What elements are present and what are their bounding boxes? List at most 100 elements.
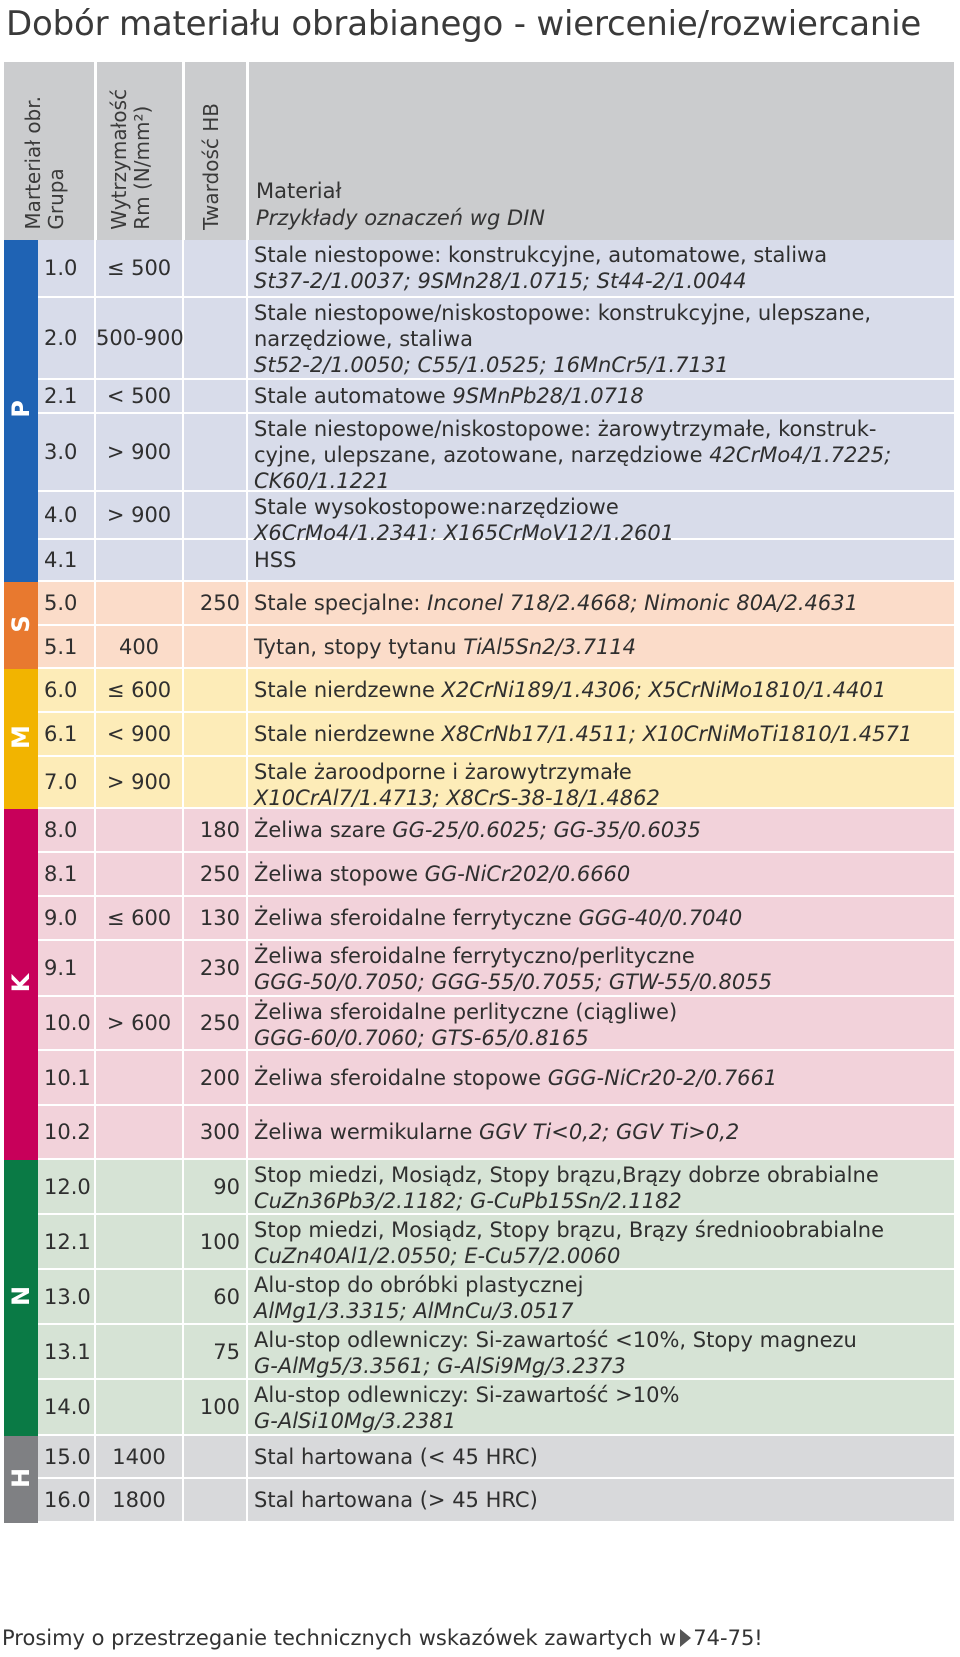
cell-group: 9.1 — [38, 941, 94, 995]
cell-hardness — [184, 380, 246, 412]
group-letter: K — [7, 973, 35, 992]
material-line: Stale automatowe 9SMnPb28/1.0718 — [254, 384, 644, 408]
material-line: Żeliwa szare GG-25/0.6025; GG-35/0.6035 — [254, 818, 701, 842]
group-number: 15.0 — [44, 1444, 91, 1469]
material-line: Alu-stop odlewniczy: Si-zawartość >10% — [254, 1383, 680, 1407]
group-letter: P — [7, 400, 35, 418]
cell-hardness: 75 — [184, 1325, 246, 1378]
material-description: Alu-stop do obróbki plastycznej AlMg1/3.3… — [254, 1272, 583, 1324]
cell-material: Stale automatowe 9SMnPb28/1.0718 — [248, 380, 954, 412]
strength-value: > 900 — [106, 440, 172, 464]
hardness-value: 60 — [213, 1284, 240, 1309]
material-line: St37-2/1.0037; 9SMn28/1.0715; St44-2/1.0… — [254, 269, 747, 293]
cell-material: Stop miedzi, Mosiądz, Stopy brązu, Brązy… — [248, 1215, 954, 1268]
group-number: 16.0 — [44, 1488, 91, 1512]
material-line: cyjne, ulepszane, azotowane, narzędziowe… — [254, 443, 892, 467]
cell-strength — [96, 853, 182, 895]
table-row: 16.0 1800 Stal hartowana (> 45 HRC) — [38, 1479, 954, 1521]
cell-strength: 1400 — [96, 1436, 182, 1477]
group-letter-band: S — [4, 582, 38, 669]
material-line: GGG-50/0.7050; GGG-55/0.7055; GTW-55/0.8… — [254, 970, 772, 994]
material-line: X10CrAl7/1.4713; X8CrS-38-18/1.4862 — [254, 786, 660, 810]
cell-material: HSS — [248, 540, 954, 580]
strength-value: 1400 — [112, 1444, 166, 1469]
cell-group: 10.1 — [38, 1051, 94, 1104]
cell-hardness — [184, 1479, 246, 1521]
group-number: 2.1 — [44, 384, 78, 408]
material-group-s: S 5.0 250 Stale specjalne: Inconel 718/2.46… — [4, 582, 954, 669]
group-number: 3.0 — [44, 440, 78, 464]
group-number: 14.0 — [44, 1395, 91, 1419]
material-line: Żeliwa sferoidalne ferrytyczno/perlitycz… — [254, 944, 695, 968]
table-row: 14.0 100 Alu-stop odlewniczy: Si-zawartość… — [38, 1380, 954, 1434]
material-line: St52-2/1.0050; C55/1.0525; 16MnCr5/1.713… — [254, 353, 729, 377]
material-line: CK60/1.1221 — [254, 469, 390, 493]
cell-hardness: 250 — [184, 582, 246, 624]
cell-strength: 1800 — [96, 1479, 182, 1521]
cell-hardness — [184, 713, 246, 755]
table-row: 2.1 < 500 Stale automatowe 9SMnPb28/1.0718 — [38, 380, 954, 412]
material-line: Stop miedzi, Mosiądz, Stopy brązu, Brązy… — [254, 1218, 885, 1242]
material-line: Alu-stop odlewniczy: Si-zawartość <10%, … — [254, 1328, 857, 1352]
group-letter: M — [7, 725, 35, 749]
strength-value: 500-900 — [96, 326, 184, 350]
material-description: Tytan, stopy tytanu TiAl5Sn2/3.7114 — [254, 634, 636, 660]
strength-value: ≤ 600 — [106, 906, 172, 930]
cell-group: 3.0 — [38, 414, 94, 490]
material-line: CuZn40Al1/2.0550; E-Cu57/2.0060 — [254, 1244, 621, 1268]
group-letter-band: H — [4, 1436, 38, 1523]
hardness-value: 230 — [199, 956, 240, 980]
cell-material: Alu-stop do obróbki plastycznej AlMg1/3.3… — [248, 1270, 954, 1323]
material-line: Alu-stop do obróbki plastycznej — [254, 1273, 584, 1297]
material-description: Żeliwa sferoidalne perlityczne (ciągliwe… — [254, 999, 677, 1051]
hardness-value: 300 — [199, 1120, 240, 1144]
material-line: Stale wysokostopowe:narzędziowe — [254, 495, 619, 519]
table-header: Marteriał obr. Grupa Wytrzymałość Rm (N/… — [4, 62, 954, 240]
page-title: Dobór materiału obrabianego - wiercenie/… — [6, 4, 922, 44]
hardness-value: 250 — [199, 1011, 240, 1035]
material-line: G-AlSi10Mg/3.2381 — [254, 1409, 456, 1433]
cell-hardness: 100 — [184, 1215, 246, 1268]
cell-group: 8.1 — [38, 853, 94, 895]
cell-strength: ≤ 600 — [96, 897, 182, 939]
material-line: GGG-60/0.7060; GTS-65/0.8165 — [254, 1026, 589, 1050]
cell-hardness — [184, 757, 246, 807]
cell-material: Stale niestopowe: konstrukcyjne, automat… — [248, 240, 954, 296]
table-row: 10.0 > 600 250 Żeliwa sferoidalne perlitycz… — [38, 997, 954, 1051]
material-line: CuZn36Pb3/2.1182; G-CuPb15Sn/2.1182 — [254, 1189, 682, 1213]
table-row: 6.1 < 900 Stale nierdzewne X8CrNb17/1.4511… — [38, 713, 954, 755]
material-description: Stale niestopowe/niskostopowe: żarowytrz… — [254, 416, 891, 494]
material-line: Stal hartowana (< 45 HRC) — [254, 1444, 538, 1469]
material-line: Stal hartowana (> 45 HRC) — [254, 1488, 538, 1512]
cell-group: 6.0 — [38, 669, 94, 711]
cell-material: Żeliwa sferoidalne ferrytyczno/perlitycz… — [248, 941, 954, 995]
group-letter-band: K — [4, 809, 38, 1160]
material-description: Stal hartowana (> 45 HRC) — [254, 1487, 538, 1513]
cell-hardness: 230 — [184, 941, 246, 995]
cell-material: Żeliwa sferoidalne stopowe GGG-NiCr20-2/… — [248, 1051, 954, 1104]
material-line: Żeliwa wermikularne GGV Ti<0,2; GGV Ti>0… — [254, 1120, 740, 1144]
material-line: Żeliwa sferoidalne stopowe GGG-NiCr20-2/… — [254, 1065, 778, 1090]
cell-group: 12.1 — [38, 1215, 94, 1268]
cell-material: Stale nierdzewne X2CrNi189/1.4306; X5CrN… — [248, 669, 954, 711]
table-row: 6.0 ≤ 600 Stale nierdzewne X2CrNi189/1.430… — [38, 669, 954, 711]
cell-group: 2.1 — [38, 380, 94, 412]
material-group-h: H 15.0 1400 Stal hartowana (< 45 HRC) 16.0 18… — [4, 1436, 954, 1523]
material-description: Żeliwa sferoidalne stopowe GGG-NiCr20-2/… — [254, 1065, 777, 1091]
cell-material: Żeliwa sferoidalne perlityczne (ciągliwe… — [248, 997, 954, 1051]
material-line: Żeliwa stopowe GG-NiCr202/0.6660 — [254, 862, 631, 886]
header-hardness: Twardość HB — [199, 103, 223, 230]
cell-strength: 500-900 — [96, 298, 184, 378]
strength-value: > 900 — [106, 770, 172, 794]
cell-strength — [96, 1215, 182, 1268]
cell-strength: ≤ 500 — [96, 240, 182, 296]
group-number: 4.1 — [44, 548, 78, 572]
cell-material: Stale wysokostopowe:narzędziowe X6CrMo4/1… — [248, 492, 954, 545]
hardness-value: 200 — [199, 1065, 240, 1090]
hardness-value: 250 — [199, 862, 240, 886]
material-line: G-AlMg5/3.3561; G-AlSi9Mg/3.2373 — [254, 1354, 626, 1378]
table-row: 9.1 230 Żeliwa sferoidalne ferrytyczno/per… — [38, 941, 954, 995]
strength-value: ≤ 500 — [106, 256, 172, 280]
group-letter: N — [7, 1285, 35, 1307]
cell-hardness — [184, 669, 246, 711]
